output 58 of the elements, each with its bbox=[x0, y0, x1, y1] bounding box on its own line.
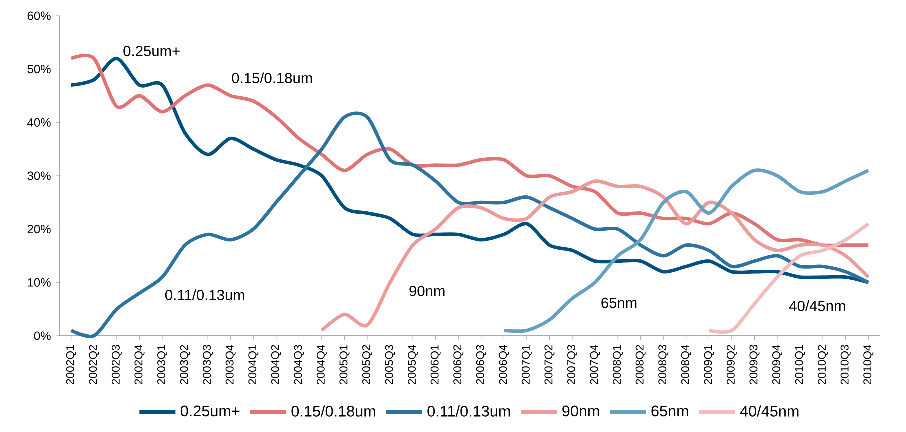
y-tick-label: 30% bbox=[28, 172, 51, 180]
legend-label: 65nm bbox=[652, 406, 688, 417]
x-tick-label: 2002Q3 bbox=[112, 345, 122, 384]
annotation: 65nm bbox=[602, 298, 637, 308]
x-tick-label: 2002Q4 bbox=[134, 345, 145, 384]
x-tick-label: 2009Q1 bbox=[704, 345, 714, 384]
x-tick-label: 2006Q1 bbox=[430, 345, 441, 384]
x-tick-label: 2002Q1 bbox=[66, 345, 76, 384]
x-tick-label: 2009Q2 bbox=[726, 345, 737, 384]
x-tick-label: 2009Q3 bbox=[750, 345, 760, 384]
x-tick-label: 2010Q3 bbox=[840, 345, 851, 384]
legend-label: 0.25um+ bbox=[180, 406, 240, 417]
x-tick-label: 2006Q3 bbox=[476, 345, 486, 384]
x-tick-label: 2003Q4 bbox=[226, 345, 236, 384]
x-tick-label: 2005Q2 bbox=[362, 345, 373, 384]
legend-label: 40/45nm bbox=[740, 406, 799, 417]
y-tick-label: 0% bbox=[34, 332, 51, 340]
x-tick-label: 2008Q4 bbox=[681, 345, 692, 384]
x-tick-label: 2010Q4 bbox=[864, 345, 874, 384]
x-tick-label: 2004Q4 bbox=[316, 345, 327, 384]
y-tick-label: 10% bbox=[28, 278, 51, 287]
y-tick-label: 60% bbox=[28, 12, 51, 20]
x-tick-label: 2006Q2 bbox=[454, 345, 464, 384]
line-series bbox=[502, 168, 870, 334]
x-tick-label: 2007Q4 bbox=[590, 345, 600, 384]
x-tick-label: 2007Q1 bbox=[522, 345, 532, 384]
x-tick-label: 2008Q2 bbox=[636, 345, 646, 384]
x-tick-label: 2005Q3 bbox=[385, 345, 396, 384]
y-tick-label: 20% bbox=[28, 225, 51, 234]
x-tick-label: 2006Q4 bbox=[499, 345, 510, 384]
x-tick-label: 2008Q3 bbox=[658, 345, 669, 384]
x-tick-label: 2004Q1 bbox=[248, 345, 259, 384]
x-tick-label: 2010Q1 bbox=[795, 345, 806, 384]
x-tick-label: 2003Q3 bbox=[203, 345, 214, 384]
legend-label: 0.15/0.18um bbox=[292, 406, 376, 417]
annotation: 0.15/0.18um bbox=[232, 72, 312, 84]
x-tick-label: 2008Q1 bbox=[613, 345, 624, 384]
x-tick-label: 2005Q4 bbox=[408, 345, 418, 384]
x-tick-label: 2005Q1 bbox=[340, 345, 350, 384]
x-tick-label: 2007Q2 bbox=[544, 345, 555, 384]
x-tick-label: 2002Q2 bbox=[89, 345, 100, 384]
y-tick-label: 40% bbox=[28, 118, 51, 127]
x-tick-label: 2003Q2 bbox=[180, 345, 190, 384]
x-tick-label: 2003Q1 bbox=[157, 345, 168, 384]
x-tick-label: 2004Q3 bbox=[294, 345, 304, 384]
y-tick-label: 50% bbox=[28, 65, 51, 74]
x-tick-label: 2004Q2 bbox=[271, 345, 282, 384]
legend-label: 0.11/0.13um bbox=[428, 406, 510, 417]
x-tick-label: 2010Q2 bbox=[818, 345, 828, 384]
annotation: 40/45nm bbox=[789, 300, 846, 312]
annotation: 0.25um+ bbox=[124, 46, 180, 56]
line-series bbox=[320, 180, 870, 332]
line-series bbox=[70, 56, 870, 284]
annotation: 0.11/0.13um bbox=[165, 290, 244, 300]
x-tick-label: 2007Q3 bbox=[567, 345, 578, 384]
legend-label: 90nm bbox=[562, 406, 600, 417]
x-tick-label: 2009Q4 bbox=[772, 345, 783, 384]
annotation: 90nm bbox=[410, 286, 445, 296]
